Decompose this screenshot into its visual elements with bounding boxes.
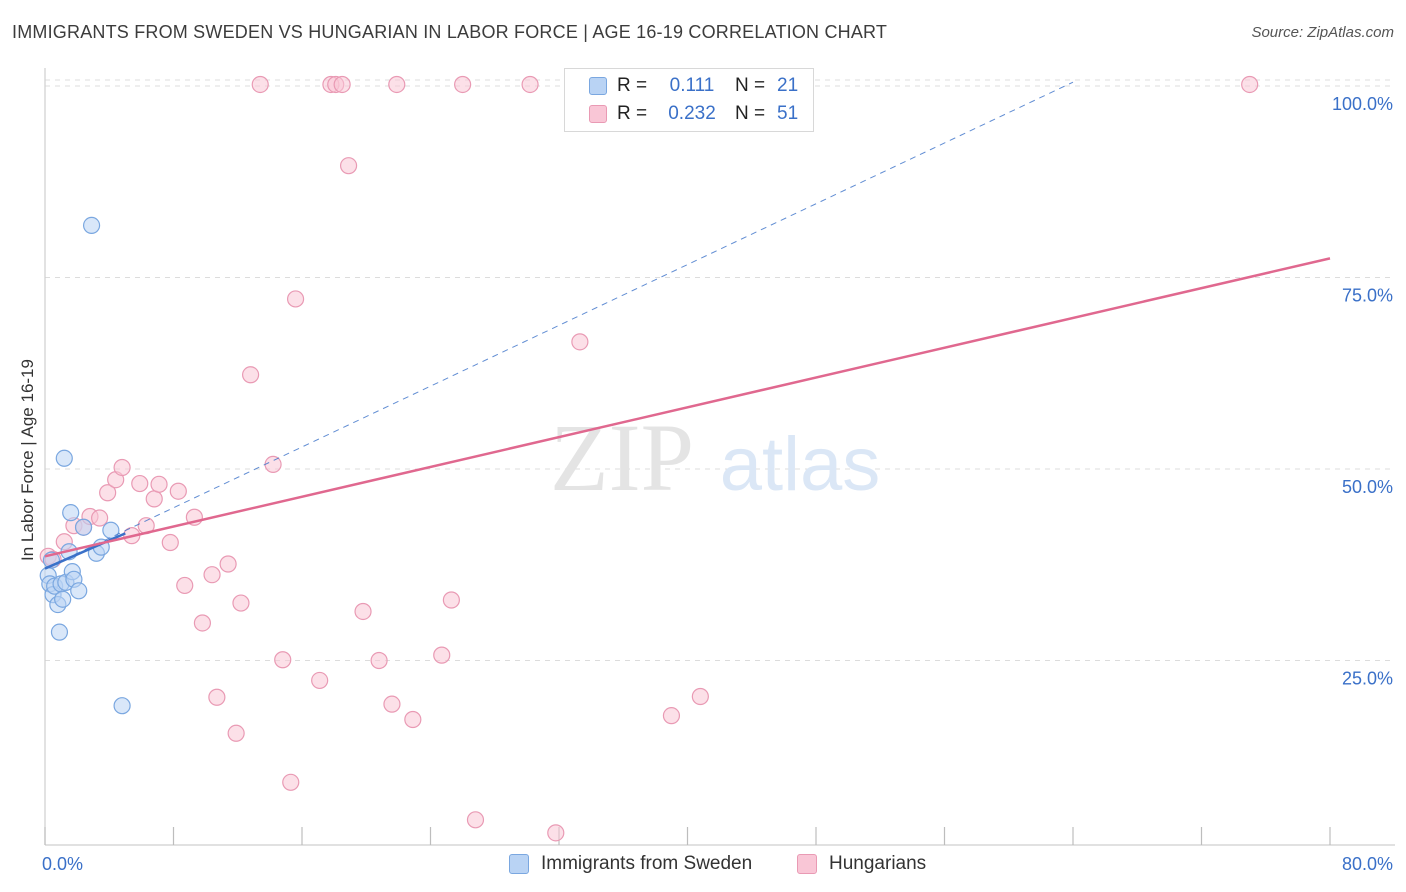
legend-row-hungarian: R = 0.232 N = 51 xyxy=(589,102,798,126)
hungarian-point xyxy=(193,614,212,632)
hungarian-point xyxy=(454,75,472,94)
hungarian-point xyxy=(242,366,260,384)
source-credit: Source: ZipAtlas.com xyxy=(1251,24,1394,41)
hungarian-legend-swatch xyxy=(797,854,817,874)
hungarian-point xyxy=(208,688,226,706)
hungarian-point xyxy=(203,566,221,584)
hungarian-point xyxy=(176,576,194,595)
hungarian-point xyxy=(571,333,589,351)
hungarian-point xyxy=(339,157,358,175)
hungarian-point xyxy=(282,773,300,791)
trend-lines xyxy=(44,81,1331,570)
sweden-point xyxy=(54,590,72,608)
hungarian-point xyxy=(370,651,388,670)
sweden-trend-extended xyxy=(44,81,1074,570)
hungarian-point xyxy=(219,555,237,573)
x-tick-label: 0.0% xyxy=(42,854,83,874)
sweden-point xyxy=(55,449,73,467)
hungarian-point xyxy=(691,687,709,706)
sweden-legend-label: Immigrants from Sweden xyxy=(541,853,753,874)
hungarian-point xyxy=(388,75,406,94)
sweden-trend-line xyxy=(44,532,126,570)
watermark: ZIP atlas xyxy=(550,404,880,511)
sweden-point xyxy=(74,518,93,536)
sweden-point xyxy=(50,623,69,641)
legend-r-label: R = xyxy=(617,103,648,124)
hungarian-point xyxy=(113,458,131,477)
axes xyxy=(44,68,1395,846)
y-tick-label: 100.0% xyxy=(1332,94,1393,114)
hungarian-point xyxy=(442,591,460,609)
correlation-legend: R = 0.111 N = 21 R = 0.232 N = 51 xyxy=(564,68,814,132)
hungarian-point xyxy=(547,824,565,842)
hungarian-point xyxy=(662,707,681,725)
hungarian-point xyxy=(286,290,305,308)
hungarian-point xyxy=(383,695,401,713)
hungarian-point xyxy=(264,455,282,474)
y-tick-label: 75.0% xyxy=(1342,286,1393,306)
hungarian-point xyxy=(274,651,292,669)
legend-r-label: R = xyxy=(617,75,648,96)
hungarian-point xyxy=(91,509,109,527)
hungarian-r-value: 0.232 xyxy=(668,103,716,124)
hungarian-point xyxy=(354,602,372,621)
sweden-points xyxy=(39,216,131,715)
watermark-zip: ZIP xyxy=(550,404,694,511)
hungarian-point xyxy=(161,533,179,552)
hungarian-trend-line xyxy=(44,257,1331,558)
tick-labels: 0.0% 80.0% 25.0% 50.0% 75.0% 100.0% xyxy=(42,94,1393,874)
hungarian-legend-label: Hungarians xyxy=(829,853,927,874)
hungarian-point xyxy=(466,811,485,829)
watermark-atlas: atlas xyxy=(720,422,881,507)
hungarian-point xyxy=(433,646,451,664)
hungarian-point xyxy=(311,671,329,690)
hungarian-point xyxy=(251,75,269,94)
sweden-point xyxy=(82,216,101,235)
hungarian-point xyxy=(131,474,149,493)
hungarian-point xyxy=(404,710,422,729)
sweden-swatch xyxy=(589,77,607,95)
x-tick-label: 80.0% xyxy=(1342,854,1393,874)
y-tick-label: 25.0% xyxy=(1342,669,1393,689)
chart-title: IMMIGRANTS FROM SWEDEN VS HUNGARIAN IN L… xyxy=(12,22,888,42)
sweden-legend-swatch xyxy=(509,854,529,874)
sweden-point xyxy=(70,582,88,600)
hungarian-n-value: 51 xyxy=(777,103,799,124)
hungarian-point xyxy=(521,75,539,94)
y-tick-label: 50.0% xyxy=(1342,477,1393,497)
hungarian-swatch xyxy=(589,105,607,123)
legend-item-sweden: Immigrants from Sweden xyxy=(509,853,752,875)
legend-item-hungarian: Hungarians xyxy=(797,853,926,875)
legend-row-sweden: R = 0.111 N = 21 xyxy=(589,74,798,98)
sweden-point xyxy=(113,697,131,715)
sweden-n-value: 21 xyxy=(777,75,799,96)
sweden-r-value: 0.111 xyxy=(669,75,715,96)
hungarian-point xyxy=(99,484,117,502)
legend-n-label: N = xyxy=(735,103,766,124)
hungarian-point xyxy=(150,475,168,493)
sweden-point xyxy=(102,521,120,539)
hungarian-point xyxy=(169,482,187,500)
sweden-point xyxy=(62,504,80,522)
hungarian-point xyxy=(227,724,245,742)
hungarian-point xyxy=(333,75,351,94)
legend-n-label: N = xyxy=(735,75,766,96)
hungarian-point xyxy=(232,594,250,612)
hungarian-point xyxy=(145,490,163,508)
hungarian-point xyxy=(1241,75,1259,94)
series-legend: Immigrants from Sweden Hungarians xyxy=(0,853,1406,877)
